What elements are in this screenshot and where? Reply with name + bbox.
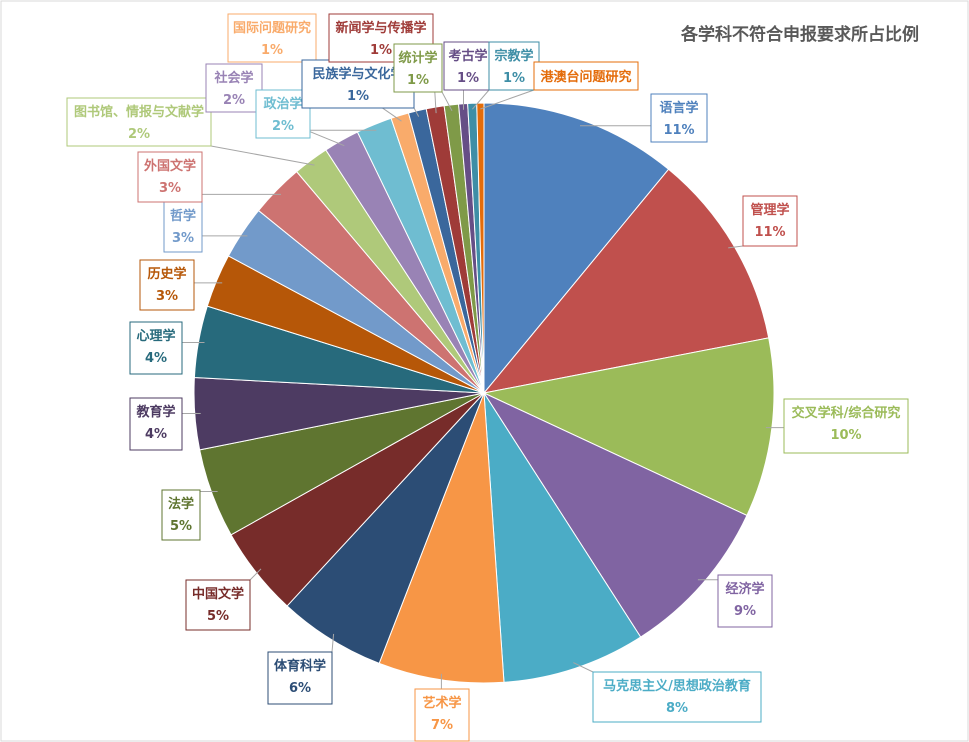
slice-label: 交叉学科/综合研究 <box>792 405 901 421</box>
slice-percent: 1% <box>407 73 429 88</box>
slice-label: 外国文学 <box>143 158 196 174</box>
leader-line <box>413 107 420 117</box>
data-label-box <box>129 397 183 451</box>
slice-percent: 7% <box>431 718 453 733</box>
data-label-box <box>205 63 263 113</box>
pie-slice <box>482 337 775 517</box>
data-label-box <box>717 574 773 628</box>
slice-percent: 1% <box>457 71 479 86</box>
slice-percent: 2% <box>128 127 150 142</box>
data-label-box <box>267 651 333 705</box>
data-label-box <box>742 195 798 247</box>
pie-slice <box>482 391 748 638</box>
slice-label: 心理学 <box>136 328 175 344</box>
data-label-box <box>783 398 909 454</box>
slice-percent: 5% <box>207 609 229 624</box>
slice-label: 统计学 <box>398 50 437 66</box>
data-label-box <box>129 321 183 375</box>
slice-percent: 2% <box>272 119 294 134</box>
slice-percent: 11% <box>754 225 785 240</box>
slice-percent: 3% <box>156 289 178 304</box>
slice-percent: 3% <box>172 231 194 246</box>
slice-label: 艺术学 <box>422 695 461 711</box>
pie-slice <box>378 392 505 684</box>
data-label-box <box>443 41 493 91</box>
data-label-box <box>227 13 317 63</box>
slice-percent: 1% <box>347 89 369 104</box>
leader-line <box>573 662 594 673</box>
slice-label: 马克思主义/思想政治教育 <box>603 678 751 694</box>
slice-label: 社会学 <box>213 70 253 86</box>
leader-line <box>441 91 453 112</box>
slice-label: 法学 <box>168 496 194 512</box>
chart-title: 各学科不符合申报要求所占比例 <box>681 25 919 45</box>
leader-line <box>210 145 315 166</box>
slice-label: 经济学 <box>725 581 764 597</box>
leader-line <box>331 633 335 653</box>
slice-percent: 1% <box>370 43 392 58</box>
pie-slice <box>476 102 485 394</box>
data-label-box <box>163 201 203 253</box>
pie-slice <box>482 168 770 394</box>
slice-percent: 8% <box>666 701 688 716</box>
slice-label: 管理学 <box>750 202 789 218</box>
slice-percent: 6% <box>289 681 311 696</box>
slice-percent: 5% <box>170 519 192 534</box>
slice-percent: 4% <box>145 427 167 442</box>
leader-line <box>728 245 744 249</box>
slice-percent: 9% <box>734 604 756 619</box>
leader-line <box>249 568 262 581</box>
slice-percent: 1% <box>261 43 283 58</box>
pie-slice <box>483 392 642 683</box>
leader-line <box>472 89 490 110</box>
slice-label: 民族学与文化学 <box>312 66 403 82</box>
pie-slice <box>483 102 670 395</box>
data-label-box <box>592 671 762 723</box>
slice-percent: 3% <box>159 181 181 196</box>
data-label-box <box>533 61 639 91</box>
slice-label: 中国文学 <box>192 586 244 602</box>
data-label-box <box>139 259 195 311</box>
data-label-box <box>650 93 708 143</box>
slice-label: 体育科学 <box>274 658 326 674</box>
data-label-box <box>255 89 311 139</box>
slice-label: 语言学 <box>659 100 698 116</box>
slice-percent: 4% <box>145 351 167 366</box>
leader-line <box>480 89 535 110</box>
slice-label: 港澳台问题研究 <box>540 69 631 85</box>
slice-label: 历史学 <box>147 266 186 282</box>
slice-percent: 11% <box>663 123 694 138</box>
slice-percent: 1% <box>503 71 525 86</box>
slice-label: 教育学 <box>135 404 175 420</box>
slice-label: 哲学 <box>170 208 196 224</box>
slice-percent: 2% <box>223 93 245 108</box>
data-label-box <box>185 579 251 631</box>
slice-label: 国际问题研究 <box>233 20 311 36</box>
slice-label: 政治学 <box>263 96 302 112</box>
slice-percent: 10% <box>830 428 861 443</box>
slice-label: 图书馆、情报与文献学 <box>74 104 204 120</box>
data-label-box <box>137 151 203 203</box>
data-label-box <box>414 688 470 742</box>
slice-label: 新闻学与传播学 <box>335 20 426 36</box>
slice-label: 宗教学 <box>494 48 533 64</box>
data-label-box <box>393 43 443 93</box>
slice-label: 考古学 <box>448 48 487 64</box>
data-label-box <box>66 97 212 147</box>
data-label-box <box>161 489 201 541</box>
